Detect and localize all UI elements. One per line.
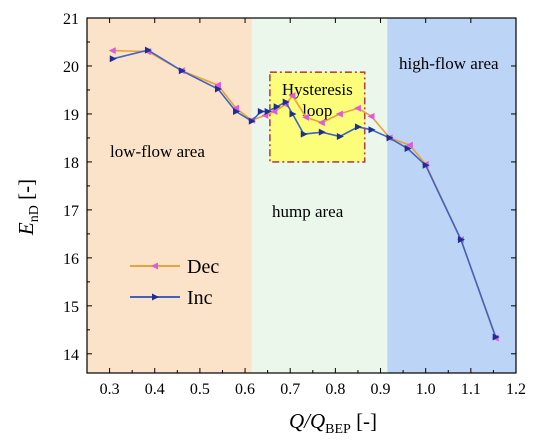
plot-frame	[86, 17, 517, 374]
data-point-inc	[109, 55, 117, 63]
data-point-inc	[248, 117, 256, 125]
data-point-inc	[257, 108, 265, 116]
axis-labels: Q/QBEP [-] EnD [-]	[14, 179, 377, 437]
axes: 0.3 0.4 0.5 0.6 0.7 0.8 0.9 1.0 1.1 1.2 14 15 16 17 18…	[63, 11, 526, 398]
x-tick-label: 1.1	[461, 381, 481, 398]
y-tick-label: 19	[63, 107, 79, 124]
data-point-inc	[368, 126, 376, 134]
data-point-dec	[335, 110, 343, 118]
data-point-dec	[405, 141, 413, 149]
data-point-inc	[178, 67, 186, 75]
data-point-inc	[300, 130, 308, 138]
region-1	[251, 18, 388, 373]
y-tick-label: 17	[63, 203, 79, 220]
data-point-inc	[214, 85, 222, 93]
x-tick-label: 0.5	[190, 381, 210, 398]
data-point-dec	[353, 104, 361, 112]
data-point-dec	[302, 113, 310, 121]
data-point-inc	[144, 46, 152, 54]
legend-label-inc: Inc	[187, 287, 213, 309]
data-point-inc	[386, 134, 394, 142]
x-tick-label: 1.0	[416, 381, 436, 398]
y-tick-label: 16	[63, 251, 79, 268]
legend-label-dec: Dec	[187, 256, 219, 278]
x-tick-label: 0.7	[280, 381, 300, 398]
region-label-low-flow: low-flow area	[110, 142, 205, 161]
data-point-inc	[282, 98, 290, 106]
y-tick-label: 21	[63, 11, 79, 28]
hysteresis-box: Hysteresis loop	[269, 71, 366, 163]
data-point-inc	[336, 132, 344, 140]
x-tick-label: 0.4	[145, 381, 165, 398]
data-point-inc	[404, 144, 412, 152]
data-point-dec	[108, 47, 116, 55]
data-point-dec	[317, 119, 325, 127]
data-point-inc	[289, 110, 297, 118]
region-label-hump: hump area	[272, 202, 344, 221]
hysteresis-label-line1: Hysteresis	[282, 80, 353, 99]
y-tick-label: 15	[63, 299, 79, 316]
x-tick-label: 0.9	[371, 381, 391, 398]
data-point-inc	[457, 236, 465, 244]
legend-marker-inc	[152, 293, 159, 301]
legend: Dec Inc	[130, 256, 219, 309]
y-tick-label: 20	[63, 59, 79, 76]
x-axis-label: Q/QBEP [-]	[289, 409, 377, 437]
data-point-inc	[233, 108, 241, 116]
data-point-inc	[264, 108, 272, 116]
hysteresis-box-rect	[269, 71, 366, 163]
x-tick-label: 0.6	[235, 381, 255, 398]
data-point-dec	[270, 108, 278, 116]
x-tick-label: 0.8	[325, 381, 345, 398]
data-point-inc	[273, 103, 281, 111]
data-point-dec	[367, 112, 375, 120]
data-point-dec	[213, 81, 221, 89]
legend-marker-dec	[151, 262, 158, 270]
y-tick-label: 14	[63, 347, 79, 364]
data-point-inc	[354, 123, 362, 131]
region-0	[87, 18, 252, 373]
data-point-inc	[422, 161, 430, 169]
data-point-dec	[232, 104, 240, 112]
data-point-inc	[492, 333, 500, 341]
region-2	[387, 18, 516, 373]
data-point-dec	[288, 92, 296, 100]
y-tick-label: 18	[63, 155, 79, 172]
hysteresis-label-line2: loop	[302, 101, 332, 120]
data-point-inc	[318, 128, 326, 136]
region-labels: low-flow area hump area high-flow area	[110, 54, 499, 221]
series-layer	[108, 46, 500, 342]
x-tick-label: 1.2	[506, 381, 526, 398]
y-axis-label: EnD [-]	[14, 179, 42, 236]
region-label-high-flow: high-flow area	[399, 54, 499, 73]
x-tick-label: 0.3	[100, 381, 120, 398]
